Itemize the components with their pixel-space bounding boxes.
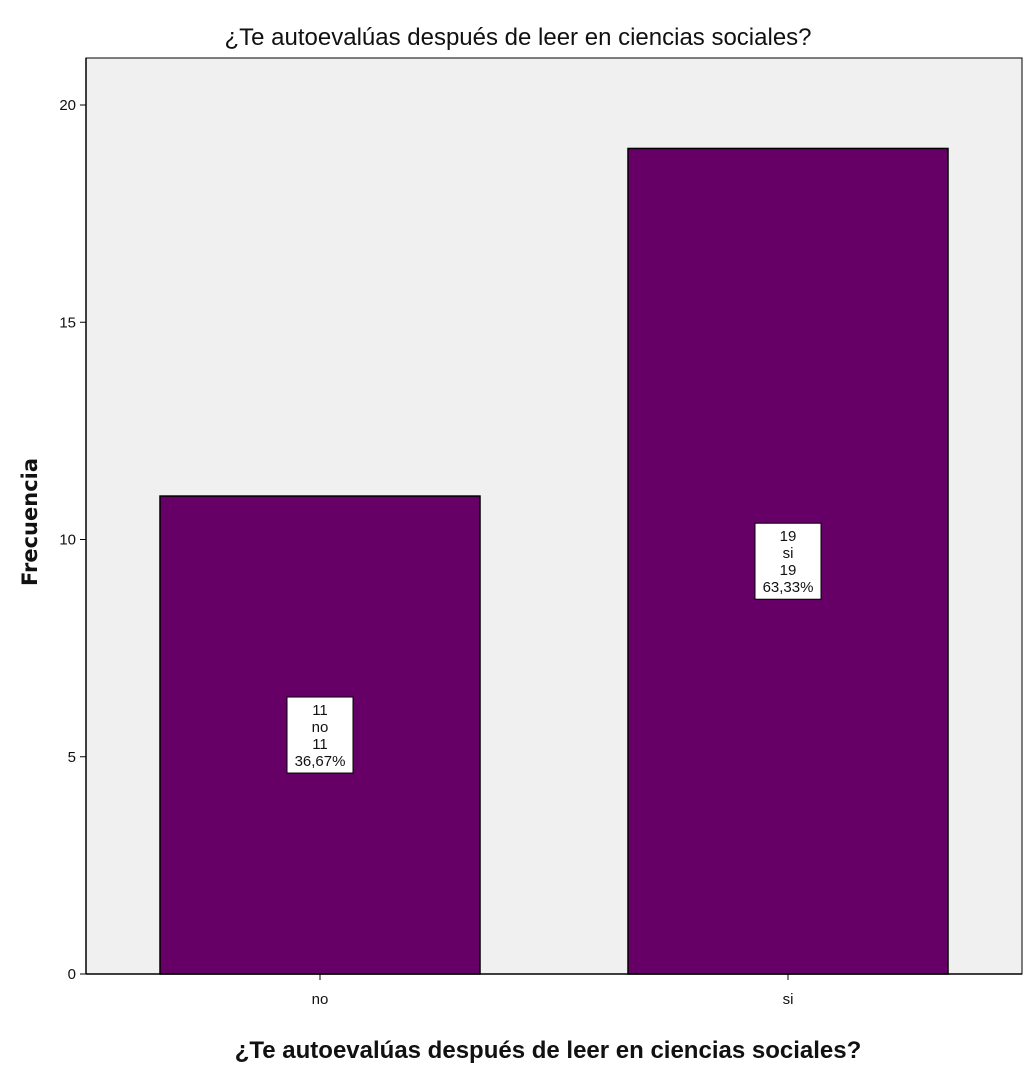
data-label-line: 11 <box>312 702 328 719</box>
y-tick-label: 20 <box>59 97 76 114</box>
chart-title: ¿Te autoevalúas después de leer en cienc… <box>224 24 811 51</box>
data-label-line: si <box>783 545 794 562</box>
x-tick-label: no <box>312 991 329 1008</box>
data-label-line: 63,33% <box>763 579 814 596</box>
data-label-line: 36,67% <box>295 753 346 770</box>
data-label-box <box>754 522 822 600</box>
y-tick-label: 0 <box>68 966 76 983</box>
data-label-line: 19 <box>780 562 797 579</box>
data-label-box <box>286 696 354 774</box>
y-tick-label: 15 <box>59 314 76 331</box>
data-label-line: 19 <box>780 528 797 545</box>
y-axis-title: Frecuencia <box>18 458 42 586</box>
y-tick-label: 5 <box>68 749 76 766</box>
y-tick-label: 10 <box>59 532 76 549</box>
x-tick-label: si <box>783 991 794 1008</box>
data-label-line: no <box>312 719 329 736</box>
data-label-line: 11 <box>312 736 328 753</box>
x-axis-title: ¿Te autoevalúas después de leer en cienc… <box>235 1037 862 1064</box>
